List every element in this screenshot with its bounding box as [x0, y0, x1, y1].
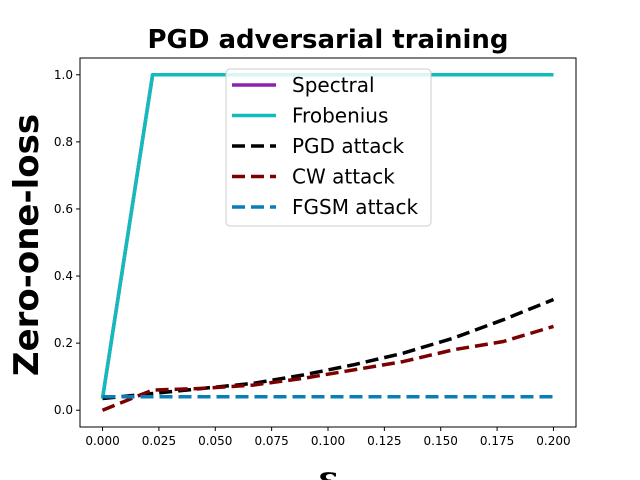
y-tick-label: 0.8	[54, 135, 73, 149]
y-tick-label: 1.0	[54, 68, 73, 82]
y-tick-label: 0.6	[54, 202, 73, 216]
legend-box	[225, 68, 432, 227]
legend: Spectral Frobenius PGD attack CW attack FGSM…	[225, 68, 432, 227]
legend-label: Frobenius	[292, 104, 388, 128]
x-tick-label: 0.150	[424, 434, 458, 448]
legend-label: Spectral	[292, 73, 375, 97]
x-axis: 0.000 0.025 0.050 0.075 0.100 0.125 0.150 0.175…	[85, 427, 571, 448]
x-tick-label: 0.175	[480, 434, 514, 448]
legend-label: CW attack	[292, 165, 395, 189]
y-tick-label: 0.0	[54, 403, 73, 417]
x-tick-label: 0.050	[198, 434, 232, 448]
y-tick-label: 0.4	[54, 269, 73, 283]
y-axis-label: Zero-one-loss	[7, 114, 47, 376]
x-tick-label: 0.100	[311, 434, 345, 448]
x-axis-label: ε	[318, 459, 339, 480]
y-tick-label: 0.2	[54, 336, 73, 350]
series-line-pgd-attack	[102, 297, 555, 401]
x-tick-label: 0.125	[367, 434, 401, 448]
x-tick-label: 0.025	[142, 434, 176, 448]
legend-label: FGSM attack	[292, 195, 419, 219]
x-tick-label: 0.000	[85, 434, 119, 448]
series-line-cw-attack	[101, 324, 555, 412]
chart-title: PGD adversarial training	[147, 25, 508, 55]
y-axis: 0.0 0.2 0.4 0.6 0.8 1.0	[54, 68, 80, 417]
x-tick-label: 0.075	[254, 434, 288, 448]
x-tick-label: 0.200	[536, 434, 570, 448]
legend-label: PGD attack	[292, 134, 405, 158]
